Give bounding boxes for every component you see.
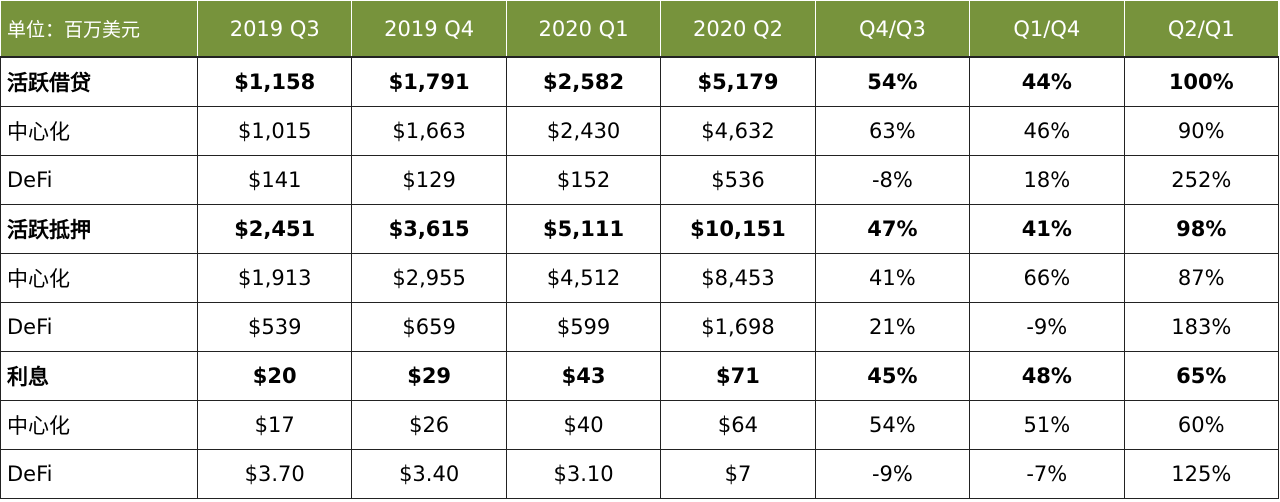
table-cell: -7% [969,449,1125,499]
row-label: 活跃抵押 [0,204,198,254]
table-cell: $152 [505,155,662,205]
row-label: 中心化 [0,253,198,303]
table-cell: 45% [814,351,971,401]
table-cell: $17 [196,400,353,450]
table-cell: $1,015 [196,106,353,156]
table-cell: 65% [1123,351,1280,401]
table-cell: $20 [196,351,353,401]
table-cell: $3,615 [351,204,507,254]
row-label: 利息 [0,351,198,401]
table-cell: $7 [660,449,816,499]
table-cell: -9% [969,302,1125,352]
table-cell: $2,582 [505,56,662,107]
table-cell: $2,451 [196,204,353,254]
table-row: 中心化 $1,015 $1,663 $2,430 $4,632 63% 46% 90% [0,106,1280,156]
table-cell: 41% [969,204,1125,254]
header-row: 单位：百万美元 2019 Q3 2019 Q4 2020 Q1 2020 Q2 Q4/Q3… [0,0,1280,58]
table-cell: 41% [814,253,971,303]
header-cell: 2019 Q4 [351,0,507,58]
table-cell: $26 [351,400,507,450]
row-label: DeFi [0,155,198,205]
table-cell: $43 [505,351,662,401]
table-cell: 60% [1123,400,1280,450]
row-label: DeFi [0,449,198,499]
table-row: 活跃借贷 $1,158 $1,791 $2,582 $5,179 54% 44% 100% [0,56,1280,107]
table-cell: $539 [196,302,353,352]
table-cell: $8,453 [660,253,816,303]
table-cell: 54% [814,56,971,107]
table-cell: 66% [969,253,1125,303]
table-cell: 87% [1123,253,1280,303]
table-cell: $3.40 [351,449,507,499]
table-cell: 63% [814,106,971,156]
table-cell: $71 [660,351,816,401]
table-cell: $2,430 [505,106,662,156]
table-cell: $1,158 [196,56,353,107]
table-cell: 47% [814,204,971,254]
table-cell: 90% [1123,106,1280,156]
table-cell: 98% [1123,204,1280,254]
table-cell: 48% [969,351,1125,401]
header-cell: 2019 Q3 [196,0,353,58]
row-label: 活跃借贷 [0,56,198,107]
table-cell: $1,698 [660,302,816,352]
table-cell: $5,111 [505,204,662,254]
table-cell: $64 [660,400,816,450]
table-cell: -9% [814,449,971,499]
table-cell: $3.10 [505,449,662,499]
table-cell: $10,151 [660,204,816,254]
table-cell: 46% [969,106,1125,156]
table-cell: 54% [814,400,971,450]
table-row: DeFi $539 $659 $599 $1,698 21% -9% 183% [0,302,1280,352]
table-row: 中心化 $1,913 $2,955 $4,512 $8,453 41% 66% 87% [0,253,1280,303]
row-label: DeFi [0,302,198,352]
table-cell: $1,913 [196,253,353,303]
header-cell: Q2/Q1 [1123,0,1280,58]
table-row: DeFi $3.70 $3.40 $3.10 $7 -9% -7% 125% [0,449,1280,499]
table-cell: $659 [351,302,507,352]
table-cell: $2,955 [351,253,507,303]
table-row: 利息 $20 $29 $43 $71 45% 48% 65% [0,351,1280,401]
table-cell: 125% [1123,449,1280,499]
header-cell: Q4/Q3 [814,0,971,58]
table-cell: $40 [505,400,662,450]
table-cell: $129 [351,155,507,205]
table-cell: 252% [1123,155,1280,205]
header-cell: 2020 Q2 [660,0,816,58]
table-cell: $1,663 [351,106,507,156]
table-row: 中心化 $17 $26 $40 $64 54% 51% 60% [0,400,1280,450]
table-cell: $599 [505,302,662,352]
table-cell: $4,632 [660,106,816,156]
header-cell: 单位：百万美元 [0,0,198,58]
table-cell: $141 [196,155,353,205]
table-cell: $1,791 [351,56,507,107]
table-cell: $29 [351,351,507,401]
table-cell: $536 [660,155,816,205]
header-cell: Q1/Q4 [969,0,1125,58]
table-cell: $5,179 [660,56,816,107]
table-cell: 183% [1123,302,1280,352]
table-cell: $3.70 [196,449,353,499]
table-cell: -8% [814,155,971,205]
table-cell: 21% [814,302,971,352]
header-cell: 2020 Q1 [505,0,662,58]
row-label: 中心化 [0,400,198,450]
table-row: 活跃抵押 $2,451 $3,615 $5,111 $10,151 47% 41% 98% [0,204,1280,254]
table-row: DeFi $141 $129 $152 $536 -8% 18% 252% [0,155,1280,205]
table-cell: 51% [969,400,1125,450]
table-cell: 100% [1123,56,1280,107]
row-label: 中心化 [0,106,198,156]
table-cell: 18% [969,155,1125,205]
table-cell: $4,512 [505,253,662,303]
table-cell: 44% [969,56,1125,107]
